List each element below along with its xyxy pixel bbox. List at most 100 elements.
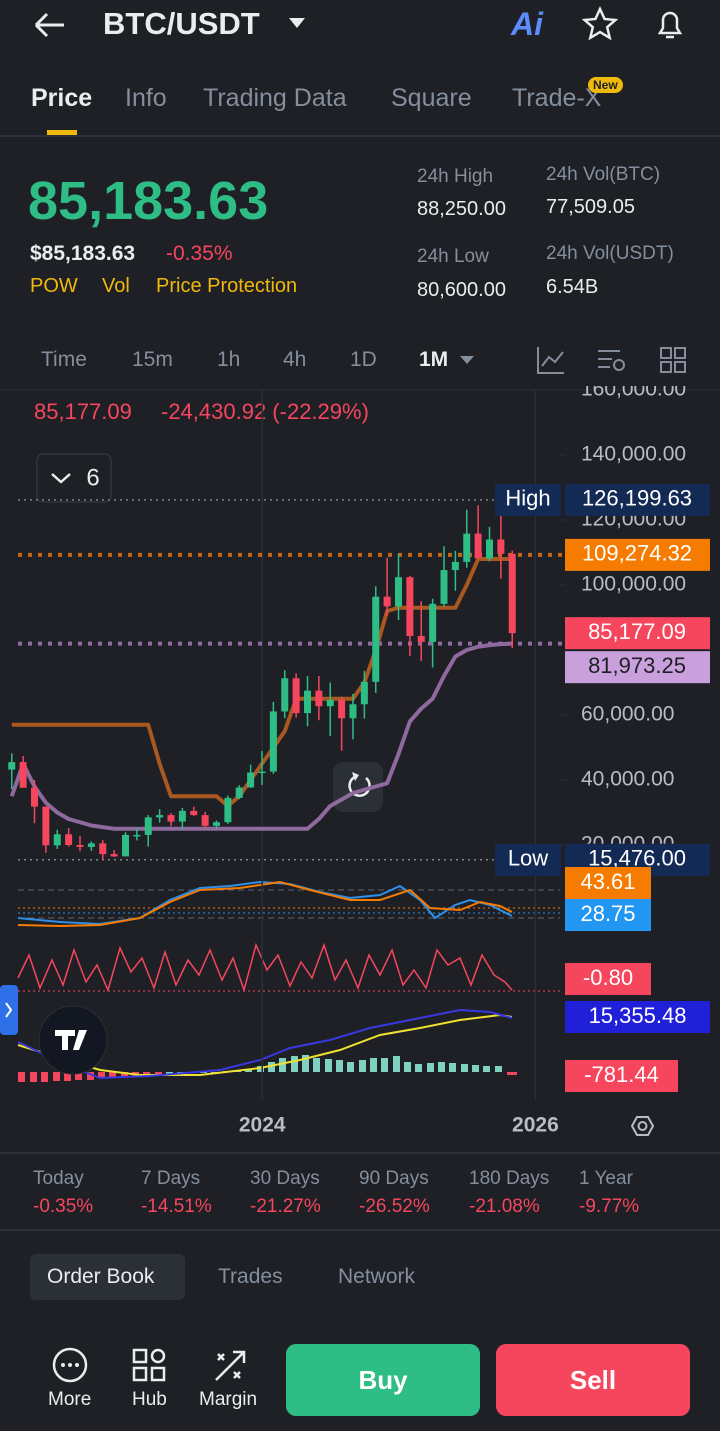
candle-body (110, 854, 118, 857)
candle-body (451, 561, 459, 571)
candle-body (429, 603, 437, 642)
stat-label: 24h Vol(BTC) (546, 164, 661, 185)
candle-body (349, 704, 357, 719)
candle-body (99, 843, 107, 855)
indicator-value: 15,355.48 (589, 1003, 687, 1028)
candle-body (235, 787, 243, 798)
marker-value: 15,476.00 (588, 846, 686, 871)
candle-body (190, 810, 198, 816)
candle-body (497, 539, 505, 554)
tag[interactable]: Vol (102, 275, 130, 297)
interval[interactable]: 4h (283, 348, 307, 371)
indicator-box (565, 1001, 710, 1033)
pair-dropdown[interactable] (288, 16, 306, 30)
tag[interactable]: POW (30, 275, 78, 297)
last-price: 85,183.63 (28, 171, 269, 231)
interval[interactable]: 1M (419, 348, 449, 371)
marker-value: 126,199.63 (582, 486, 692, 511)
tab[interactable]: Info (125, 84, 167, 112)
back-button[interactable] (30, 10, 70, 40)
marker-value: 81,973.25 (588, 653, 686, 678)
nav-item[interactable]: More (48, 1389, 92, 1410)
indicator-box (565, 1060, 678, 1092)
stat-value: 77,509.05 (546, 196, 635, 218)
indicator-box (565, 963, 651, 995)
candle-body (463, 533, 471, 562)
y-tick-label: 40,000.00 (581, 768, 674, 791)
tab[interactable]: Square (391, 84, 472, 112)
interval[interactable]: 1D (350, 348, 377, 371)
period: 1 Year (579, 1168, 633, 1189)
interval[interactable]: 1h (217, 348, 241, 371)
indicator-toggle[interactable] (36, 453, 112, 503)
bottom-tab[interactable]: Order Book (47, 1265, 155, 1288)
sell-button[interactable]: Sell (496, 1344, 690, 1416)
usd-price: $85,183.63 (30, 242, 136, 265)
x-tick-label: 2024 (239, 1114, 286, 1137)
nav-icons (52, 1347, 246, 1383)
price-pane: 160,000.00140,000.00120,000.00100,000.00… (560, 386, 686, 856)
ai-button[interactable]: Ai (511, 6, 543, 42)
interval-dropdown[interactable] (459, 354, 475, 366)
period: 7 Days (141, 1168, 201, 1189)
candle-body (338, 700, 346, 719)
candle-body (508, 553, 516, 634)
candle-body (31, 787, 38, 807)
marker-tag-label: High (505, 486, 550, 511)
chart-settings[interactable] (630, 1116, 655, 1136)
candle-body (406, 577, 414, 637)
overlay-line (9, 641, 513, 831)
candle-body (326, 700, 334, 707)
tab[interactable]: Trading Data (203, 84, 347, 112)
buy-button[interactable]: Buy (286, 1344, 480, 1416)
candle-body (156, 815, 164, 818)
macd-pane (17, 1005, 517, 1082)
candle-body (315, 690, 323, 707)
stat-label: 24h Vol(USDT) (546, 243, 674, 264)
period-change: -26.52% (359, 1196, 430, 1217)
indicator-box (565, 899, 651, 931)
pair-title[interactable]: BTC/USDT (103, 6, 260, 41)
marker-value-box (565, 651, 710, 684)
interval[interactable]: Time (41, 348, 87, 371)
candle-body (65, 834, 73, 845)
tab[interactable]: Trade-X (512, 84, 602, 112)
marker-value: 85,177.09 (588, 619, 686, 644)
nav-item[interactable]: Hub (132, 1389, 167, 1410)
candle-body (417, 636, 425, 642)
bottom-tab[interactable]: Trades (218, 1265, 283, 1288)
stat-value: 88,250.00 (417, 198, 506, 220)
period: 180 Days (469, 1168, 550, 1189)
candle-body (281, 678, 289, 712)
candle-body (372, 596, 380, 682)
candle-body (440, 570, 448, 604)
tag[interactable]: Price Protection (156, 275, 298, 297)
notifications[interactable] (652, 6, 688, 42)
chart-tools[interactable] (535, 344, 695, 376)
interval[interactable]: 15m (132, 348, 173, 371)
candle-body (201, 815, 209, 826)
candle-body (383, 596, 391, 607)
candle-body (19, 762, 27, 788)
candle-body (247, 772, 255, 788)
candle-body (8, 762, 16, 770)
ohlc-close: 85,177.09 (34, 399, 132, 424)
candle-body (224, 797, 232, 823)
tab-pill (30, 1254, 185, 1300)
candle-body (292, 678, 300, 714)
candle-body (122, 834, 129, 857)
candle-body (53, 834, 61, 846)
candle-body (360, 681, 368, 705)
indicator-value: 43.61 (580, 869, 635, 894)
nav-item[interactable]: Margin (199, 1389, 258, 1410)
bottom-tab[interactable]: Network (338, 1265, 416, 1288)
tab[interactable]: Price (31, 84, 93, 112)
period-change: -0.35% (33, 1196, 94, 1217)
favorite[interactable] (582, 6, 618, 42)
candle-body (213, 822, 220, 826)
marker-value: 109,274.32 (582, 541, 692, 566)
side-handle[interactable] (0, 985, 18, 1035)
candle-body (486, 539, 493, 559)
